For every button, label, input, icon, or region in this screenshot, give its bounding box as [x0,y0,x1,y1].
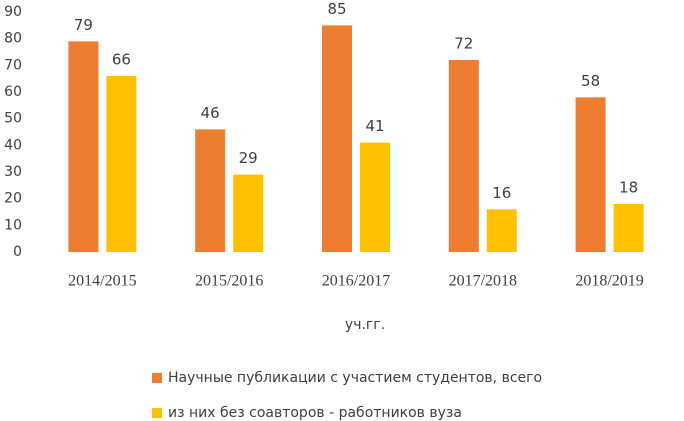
bar [486,209,517,252]
bar [448,60,479,252]
x-tick-label: 2016/2017 [322,273,390,290]
y-tick-label: 10 [4,217,22,233]
bar [360,142,390,252]
data-label: 85 [327,0,346,18]
legend-label: Научные публикации с участием студентов,… [168,370,542,386]
x-axis-label: уч.гг. [345,317,385,333]
y-tick-label: 70 [4,57,22,73]
x-tick-label: 2018/2019 [575,273,643,290]
data-label: 29 [239,149,258,167]
bar [575,97,606,252]
data-label: 72 [454,35,473,53]
data-label: 16 [492,184,511,202]
data-label: 58 [581,72,600,90]
y-tick-label: 40 [4,137,22,153]
bar [233,174,264,252]
legend-swatch [152,408,162,418]
bar [195,129,226,252]
y-tick-label: 50 [4,111,22,127]
x-tick-label: 2017/2018 [449,273,517,290]
data-label: 46 [201,104,220,122]
data-label: 66 [112,51,131,69]
y-tick-label: 20 [4,191,22,207]
y-tick-label: 30 [4,164,22,180]
x-tick-label: 2015/2016 [195,273,263,290]
legend-swatch [152,373,162,383]
data-label: 41 [365,117,384,135]
y-tick-label: 60 [4,84,22,100]
legend-label: из них без соавторов - работников вуза [168,405,462,421]
x-tick-label: 2014/2015 [68,273,136,290]
bar [322,25,352,253]
bar [106,76,137,252]
bar [68,41,99,253]
bar [613,204,644,252]
y-tick-label: 0 [13,244,22,260]
data-label: 18 [619,179,638,197]
data-label: 79 [74,16,93,34]
y-tick-label: 90 [4,4,22,20]
y-tick-label: 80 [4,31,22,47]
